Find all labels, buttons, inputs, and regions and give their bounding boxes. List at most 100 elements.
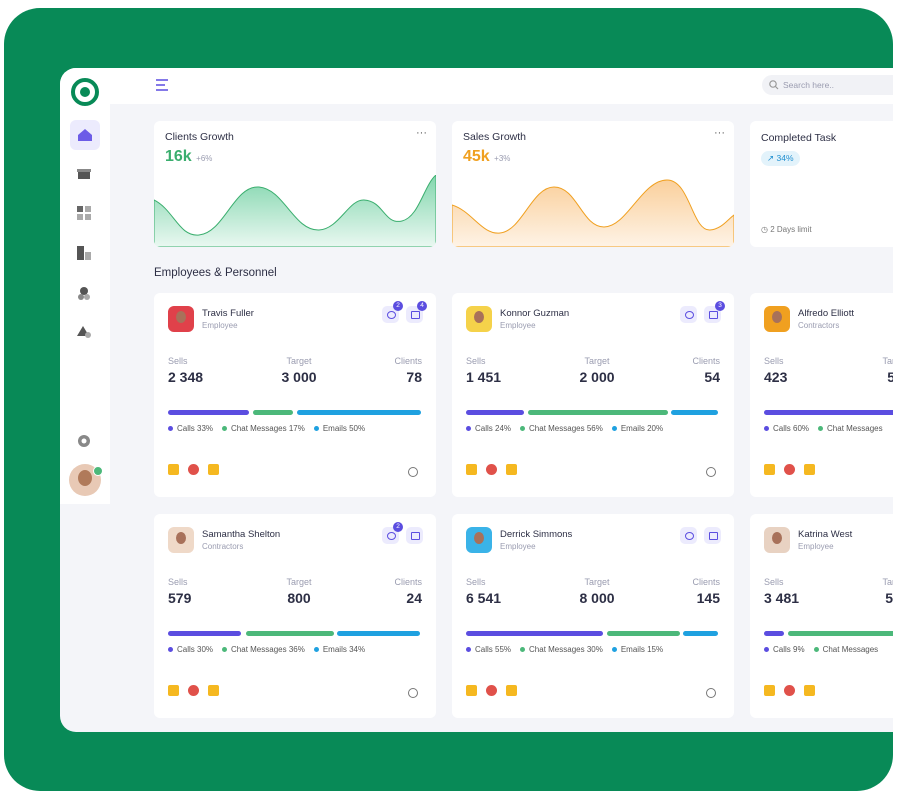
- legend-dot: [611, 426, 617, 432]
- share-bar: [466, 631, 720, 636]
- section-title: Employees & Personnel: [154, 267, 277, 279]
- chat-button[interactable]: [680, 306, 697, 323]
- stat: Sells 3 481: [764, 577, 799, 606]
- button-icon: [387, 311, 396, 319]
- mail-button[interactable]: 4: [406, 301, 427, 323]
- stat-value: 24: [406, 590, 422, 606]
- achievement-icon: [188, 464, 199, 475]
- legend-item: Emails 50%: [313, 424, 365, 433]
- nav-users[interactable]: [77, 286, 91, 300]
- legend-dot: [520, 647, 526, 653]
- employee-card: Konnor Guzman Employee 3 Sells 1 451 Target 2 …: [452, 293, 734, 497]
- legend-dot: [222, 426, 228, 432]
- stat-label: Clients: [692, 577, 720, 587]
- mail-button[interactable]: [704, 527, 721, 544]
- achievement-icon: [506, 464, 517, 475]
- badge-count: 4: [417, 301, 427, 311]
- nav-grid[interactable]: [77, 206, 91, 220]
- share-segment: [528, 410, 668, 415]
- stat-label: Sells: [764, 577, 784, 587]
- settings-button[interactable]: [706, 467, 716, 477]
- card-title: Completed Task: [761, 132, 837, 144]
- legend-item: Calls 33%: [168, 424, 213, 433]
- employee-avatar: [764, 527, 790, 553]
- stat-label: Sells: [168, 577, 188, 587]
- avatar-face: [176, 311, 186, 323]
- mail-button[interactable]: [406, 527, 423, 544]
- nav-shapes[interactable]: [77, 325, 91, 339]
- achievement-icon: [784, 685, 795, 696]
- legend-item: Calls 60%: [764, 424, 809, 433]
- stat-label: Target: [286, 577, 312, 587]
- share-segment: [683, 631, 719, 636]
- stat-value: 423: [764, 369, 788, 385]
- nav-gift[interactable]: [77, 166, 91, 180]
- share-segment: [168, 631, 242, 636]
- settings-button[interactable]: [706, 688, 716, 698]
- card-value: 45k: [463, 148, 490, 165]
- legend-dot: [611, 647, 617, 653]
- employee-avatar: [168, 306, 194, 332]
- app-window: Search here.. Clients Growth ··· 16k +6%…: [60, 68, 893, 732]
- legend-dot: [313, 426, 319, 432]
- share-segment: [788, 631, 893, 636]
- employee-role: Employee: [202, 321, 238, 330]
- legend-label: Chat Messages 56%: [529, 424, 603, 433]
- settings-button[interactable]: [408, 688, 418, 698]
- legend-label: Calls 55%: [475, 645, 512, 654]
- stat: Target 3 000: [281, 356, 316, 385]
- more-button[interactable]: ···: [714, 127, 725, 139]
- stat-label: Sells: [466, 577, 486, 587]
- stat: Clients 145: [692, 577, 720, 606]
- employee-role: Employee: [500, 321, 536, 330]
- share-segment: [253, 410, 294, 415]
- stat-label: Sells: [168, 356, 188, 366]
- nav-home[interactable]: [70, 120, 100, 150]
- employee-name: Katrina West: [798, 529, 853, 540]
- menu-button[interactable]: [156, 79, 170, 93]
- share-segment: [168, 410, 249, 415]
- employee-role: Contractors: [798, 321, 840, 330]
- employee-name: Derrick Simmons: [500, 529, 573, 540]
- settings-button[interactable]: [408, 467, 418, 477]
- stat: Clients 54: [692, 356, 720, 385]
- legend-dot: [466, 426, 471, 432]
- legend-label: Calls 33%: [177, 424, 214, 433]
- user-avatar[interactable]: [69, 464, 103, 496]
- mail-button[interactable]: 3: [704, 301, 725, 323]
- share-bar: [764, 410, 893, 415]
- share-segment: [466, 631, 603, 636]
- topbar: Search here..: [110, 68, 893, 104]
- button-icon: [411, 532, 420, 540]
- share-segment: [337, 631, 421, 636]
- nav-files[interactable]: [77, 246, 91, 260]
- legend-item: Chat Messages 17%: [222, 424, 305, 433]
- stat-label: Target: [882, 356, 893, 366]
- summary-card: Clients Growth ··· 16k +6%: [154, 121, 436, 247]
- button-icon: [709, 532, 718, 540]
- chat-button[interactable]: 2: [382, 301, 403, 323]
- legend-label: Emails 15%: [620, 645, 664, 654]
- search-box[interactable]: Search here..: [762, 75, 893, 95]
- area-chart: [154, 175, 436, 247]
- stat-value: 145: [696, 590, 720, 606]
- chat-button[interactable]: 2: [382, 522, 403, 544]
- nav-settings[interactable]: [77, 434, 91, 448]
- legend-dot: [313, 647, 319, 653]
- stat-label: Clients: [394, 577, 422, 587]
- card-value: 16k: [165, 148, 192, 165]
- legend-dot: [222, 647, 228, 653]
- card-change: +3%: [494, 154, 511, 163]
- stat-value: 8 000: [579, 590, 615, 606]
- stat-value: 5 0: [885, 590, 893, 606]
- achievement-icon: [486, 685, 497, 696]
- logo: [71, 78, 99, 106]
- more-button[interactable]: ···: [416, 127, 427, 139]
- chat-button[interactable]: [680, 527, 697, 544]
- legend-dot: [764, 426, 769, 432]
- legend-item: Emails 34%: [313, 645, 365, 654]
- legend-label: Calls 24%: [475, 424, 512, 433]
- stat-label: Sells: [466, 356, 486, 366]
- deadline: ◷ 2 Days limit: [761, 225, 812, 234]
